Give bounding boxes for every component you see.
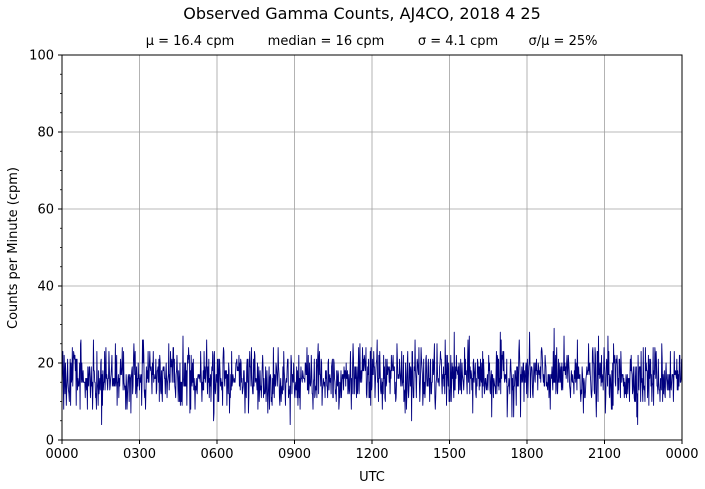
series-group: [61, 327, 683, 426]
x-tick-label: 0600: [200, 447, 233, 462]
stat-sigma: σ = 4.1 cpm: [418, 34, 498, 49]
stat-mean: μ = 16.4 cpm: [146, 34, 235, 49]
y-tick-label: 60: [37, 203, 54, 218]
y-axis: 0 20 40 60 80 100: [29, 49, 62, 449]
chart-title: Observed Gamma Counts, AJ4CO, 2018 4 25: [183, 4, 541, 23]
y-tick-label: 40: [37, 280, 54, 295]
x-tick-label: 0300: [123, 447, 156, 462]
x-axis: 0000 0300 0600 0900 1200 1500 1800 2100 0000: [45, 440, 699, 462]
x-tick-label: 1500: [433, 447, 466, 462]
x-tick-label: 0900: [278, 447, 311, 462]
y-tick-label: 80: [37, 126, 54, 141]
y-tick-label: 20: [37, 357, 54, 372]
x-tick-label: 2100: [588, 447, 621, 462]
series-line-gamma-counts: [61, 327, 683, 426]
stats-line: μ = 16.4 cpm median = 16 cpm σ = 4.1 cpm…: [146, 34, 598, 49]
y-tick-label: 100: [29, 49, 54, 64]
x-axis-label: UTC: [359, 470, 385, 485]
y-tick-label: 0: [46, 434, 54, 449]
stat-cv: σ/μ = 25%: [529, 34, 598, 49]
x-tick-label: 0000: [45, 447, 78, 462]
x-tick-label: 1800: [510, 447, 543, 462]
stat-median: median = 16 cpm: [268, 34, 385, 49]
y-axis-label: Counts per Minute (cpm): [6, 167, 21, 329]
x-tick-label: 0000: [665, 447, 698, 462]
x-tick-label: 1200: [355, 447, 388, 462]
